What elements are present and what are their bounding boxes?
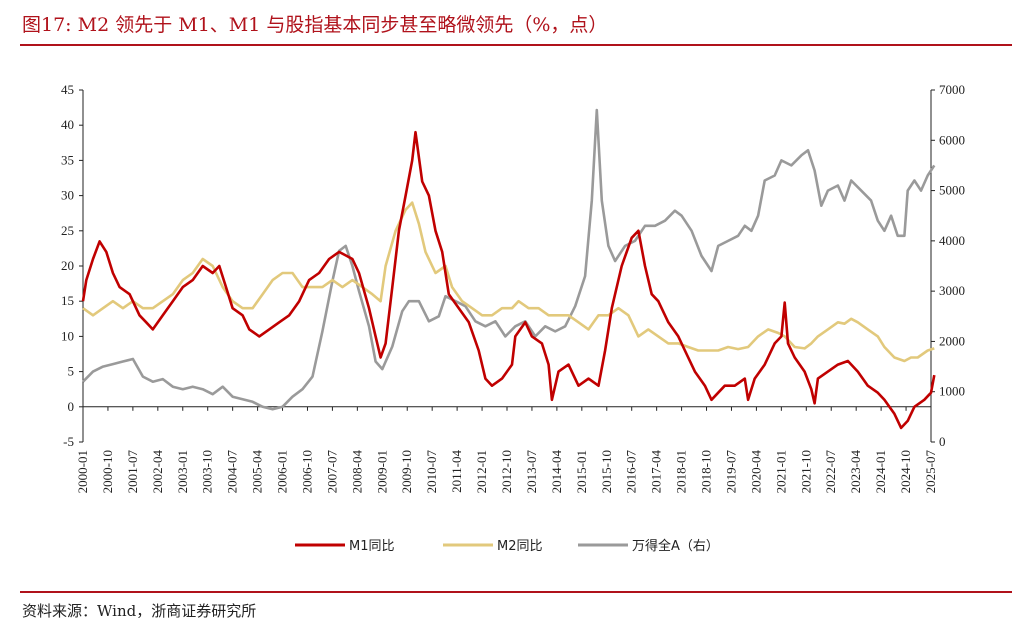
x-tick-label: 2011-04	[449, 450, 464, 493]
x-tick-label: 2014-04	[549, 450, 564, 494]
x-tick-label: 2000-10	[100, 450, 115, 493]
x-tick-label: 2010-07	[424, 450, 439, 494]
left-tick-label: 20	[61, 258, 74, 273]
x-tick-label: 2003-10	[200, 450, 215, 493]
left-tick-label: 35	[61, 152, 74, 167]
right-tick-label: 2000	[939, 333, 965, 348]
x-tick-label: 2023-04	[848, 450, 863, 494]
right-tick-label: 1000	[939, 384, 965, 399]
x-tick-label: 2013-07	[524, 450, 539, 494]
x-tick-label: 2024-01	[873, 450, 888, 493]
x-tick-label: 2019-07	[723, 450, 738, 494]
legend-label: M2同比	[497, 539, 543, 554]
x-tick-label: 2015-01	[574, 450, 589, 493]
legend: M1同比 M2同比 万得全A（右）	[295, 538, 719, 554]
x-tick-label: 2020-04	[748, 450, 763, 494]
x-tick-label: 2003-01	[175, 450, 190, 493]
x-tick-label: 2002-04	[150, 450, 165, 494]
left-tick-label: 45	[61, 82, 74, 97]
title-divider	[20, 44, 1012, 46]
left-tick-label: 40	[61, 117, 74, 132]
x-tick-label: 2018-10	[699, 450, 714, 493]
x-tick-label: 2008-04	[349, 450, 364, 494]
x-tick-label: 2022-07	[823, 450, 838, 494]
right-tick-label: 4000	[939, 233, 965, 248]
x-tick-label: 2009-10	[399, 450, 414, 493]
x-tick-label: 2009-01	[374, 450, 389, 493]
x-tick-label: 2000-01	[75, 450, 90, 493]
x-tick-label: 2005-04	[250, 450, 265, 494]
x-tick-label: 2006-01	[275, 450, 290, 493]
chart-title: 图17: M2 领先于 M1、M1 与股指基本同步甚至略微领先（%，点）	[22, 14, 608, 36]
right-tick-label: 7000	[939, 82, 965, 97]
x-tick-label: 2025-07	[923, 450, 938, 494]
right-tick-label: 3000	[939, 283, 965, 298]
left-tick-label: 30	[61, 188, 74, 203]
x-tick-label: 2018-01	[674, 450, 689, 493]
legend-label: 万得全A（右）	[632, 538, 719, 554]
x-tick-label: 2007-07	[324, 450, 339, 494]
x-tick-label: 2021-10	[798, 450, 813, 493]
line-chart: -5 0 5 10 15 20 25 30 35 40 45 0 1000 2000 3000 4000 500…	[61, 82, 965, 554]
left-tick-label: 15	[61, 293, 74, 308]
series-line-wind-a	[82, 108, 936, 411]
x-tick-label: 2021-01	[773, 450, 788, 493]
x-tick-label: 2017-04	[649, 450, 664, 494]
x-tick-label: 2012-10	[499, 450, 514, 493]
series-layer	[81, 108, 936, 430]
series-line-m1	[81, 130, 936, 430]
right-tick-label: 5000	[939, 183, 965, 198]
source-note: 资料来源：Wind，浙商证券研究所	[22, 602, 257, 620]
left-tick-label: -5	[63, 434, 74, 449]
x-tick-label: 2006-10	[299, 450, 314, 493]
x-tick-label: 2012-01	[474, 450, 489, 493]
right-tick-label: 0	[939, 434, 946, 449]
bottom-divider	[20, 591, 1012, 593]
x-tick-label: 2001-07	[125, 450, 140, 494]
x-tick-label: 2015-10	[599, 450, 614, 493]
x-tick-label: 2024-10	[898, 450, 913, 493]
x-tick-label: 2016-07	[624, 450, 639, 494]
x-tick-label: 2004-07	[225, 450, 240, 494]
left-tick-label: 25	[61, 223, 74, 238]
left-tick-label: 10	[61, 328, 74, 343]
legend-label: M1同比	[349, 539, 395, 554]
left-tick-label: 5	[68, 364, 75, 379]
series-line-m2	[82, 201, 935, 363]
left-tick-label: 0	[68, 399, 75, 414]
right-tick-label: 6000	[939, 132, 965, 147]
axes: -5 0 5 10 15 20 25 30 35 40 45 0 1000 2000 3000 4000 500…	[61, 82, 965, 493]
